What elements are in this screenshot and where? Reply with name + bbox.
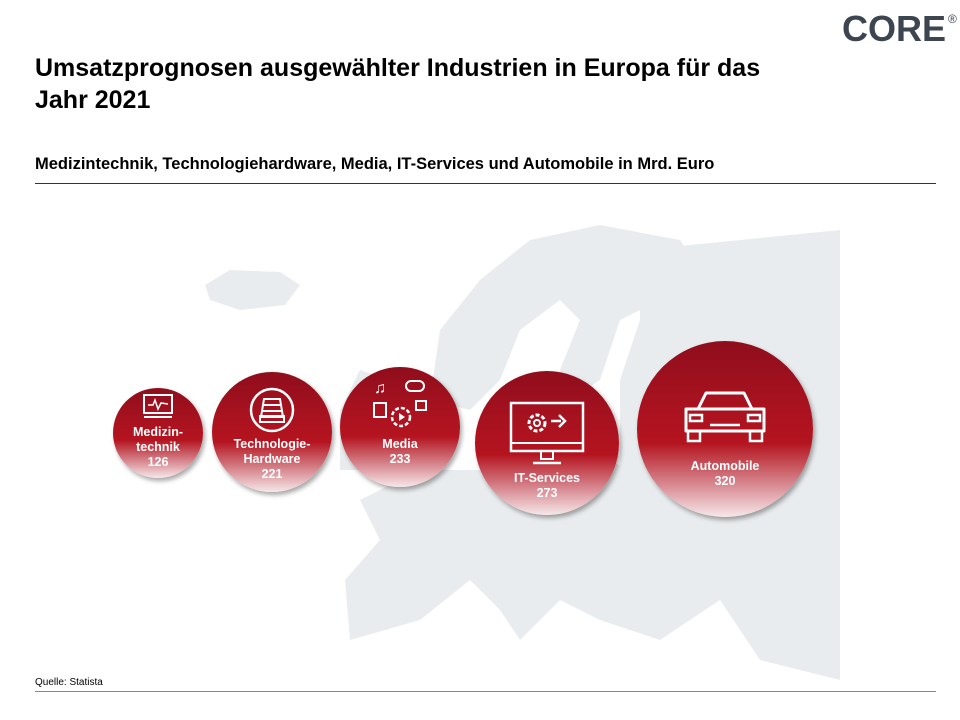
media-cycle-icon: ♫ (373, 380, 427, 428)
bubble-label: Media (382, 437, 418, 451)
map-continent (345, 450, 720, 640)
bubble-label: technik (136, 440, 180, 454)
source-note: Quelle: Statista (35, 677, 103, 688)
bubble-medizintechnik: Medizin- technik 126 (113, 388, 203, 478)
bubble-value: 233 (389, 452, 411, 466)
bubble-label: IT-Services (513, 471, 580, 485)
bubble-value: 320 (714, 474, 736, 488)
computer-settings-icon (509, 401, 585, 465)
medical-monitor-icon (143, 394, 173, 418)
map-iceland (205, 270, 300, 310)
car-icon (684, 391, 766, 443)
bubble-value: 273 (536, 486, 558, 500)
footer-divider (35, 691, 936, 692)
svg-text:♫: ♫ (374, 380, 386, 397)
registered-mark: ® (948, 12, 957, 26)
header-divider (35, 183, 936, 184)
core-logo: CORE ® (842, 8, 957, 50)
hard-drive-icon (249, 387, 295, 433)
logo-text: CORE (842, 8, 947, 49)
bubble-technologie-hardware: Technologie- Hardware 221 (212, 372, 332, 492)
bubble-label: Technologie- (233, 437, 311, 451)
bubble-label: Hardware (243, 452, 301, 466)
page-title: Umsatzprognosen ausgewählter Industrien … (35, 54, 761, 114)
bubble-label: Medizin- (133, 425, 183, 439)
bubble-automobile: Automobile 320 (637, 341, 813, 517)
bubble-media: ♫ Media 233 (340, 367, 460, 487)
bubble-label: Automobile (690, 459, 760, 473)
page-subtitle: Medizintechnik, Technologiehardware, Med… (35, 155, 715, 173)
bubble-it-services: IT-Services 273 (475, 371, 619, 515)
bubble-value: 126 (147, 455, 169, 469)
bubble-value: 221 (261, 467, 283, 481)
map-scandinavia (430, 225, 700, 410)
